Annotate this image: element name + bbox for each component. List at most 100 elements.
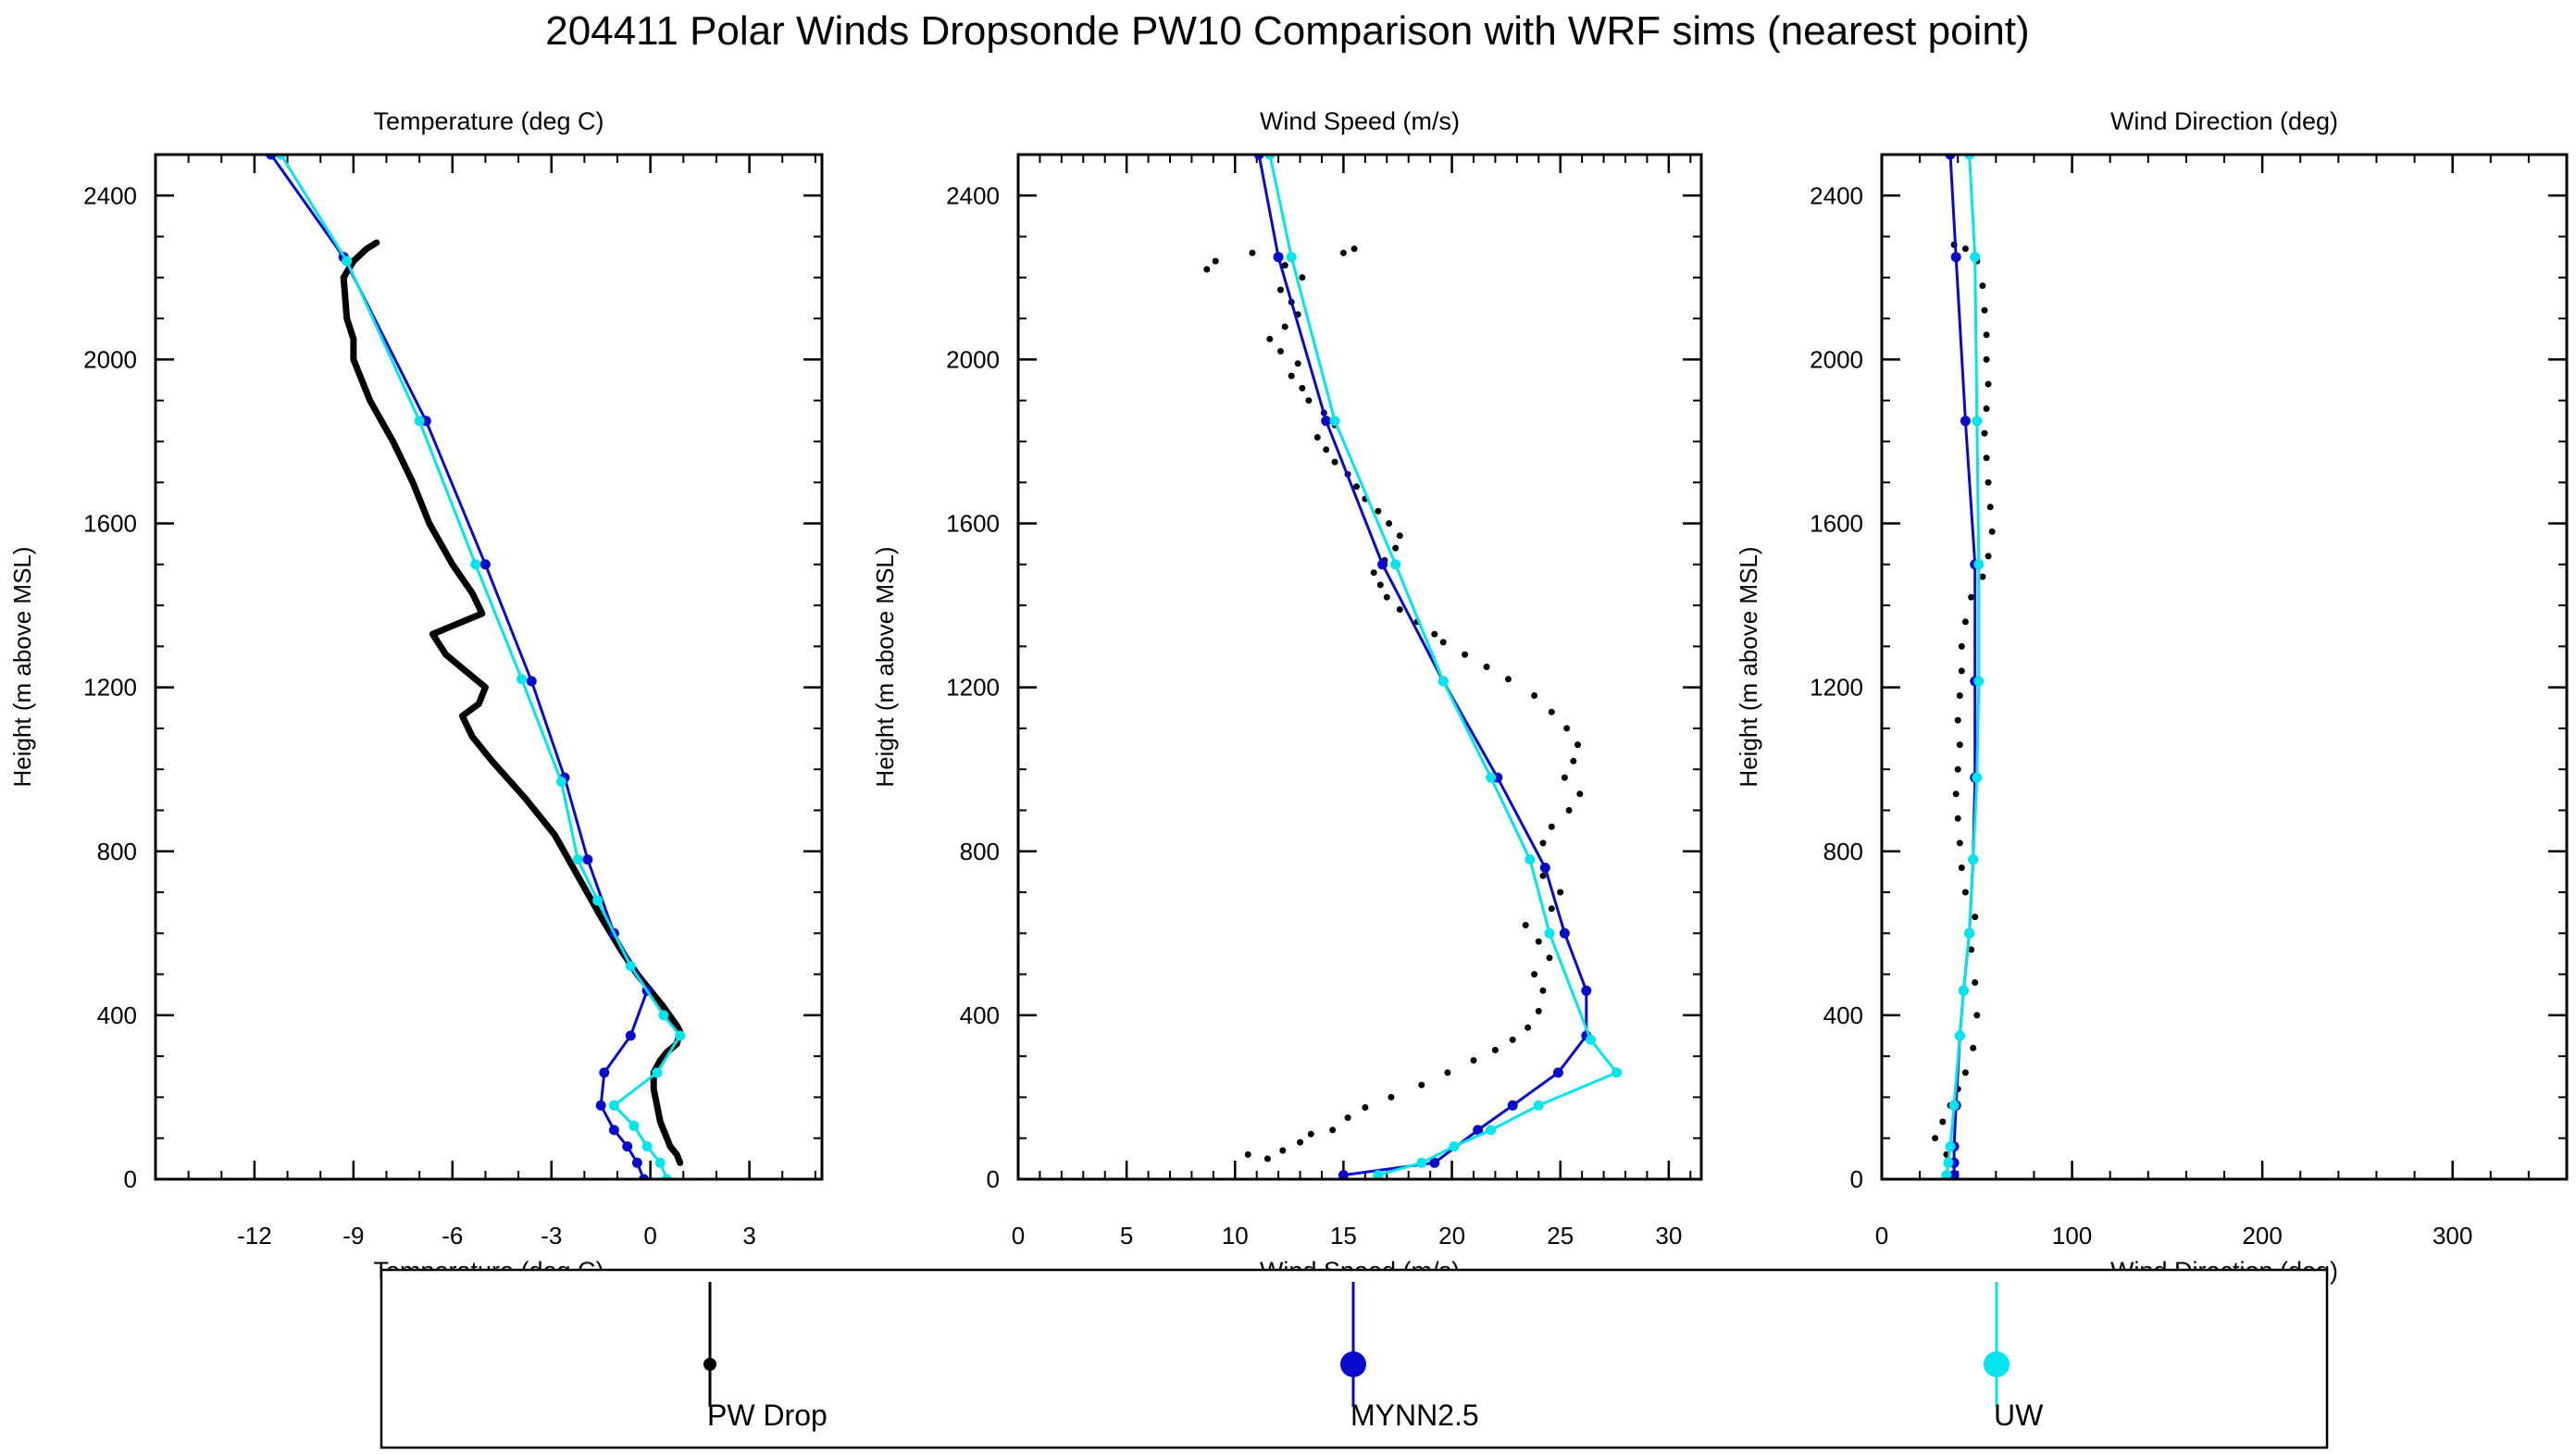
x-tick-label: 25 xyxy=(1547,1222,1574,1250)
data-point-drop xyxy=(1932,1135,1939,1142)
data-point-mynn xyxy=(622,1141,633,1152)
y-tick-label: 1600 xyxy=(1810,510,1863,538)
data-point-drop xyxy=(1565,807,1573,814)
data-point-uw xyxy=(1449,1141,1460,1152)
y-tick-label: 2000 xyxy=(83,345,137,373)
data-point-drop xyxy=(1376,581,1384,589)
x-tick-label: 0 xyxy=(1875,1222,1888,1250)
data-point-drop xyxy=(1362,1104,1369,1111)
y-tick-label: 2400 xyxy=(1810,181,1863,209)
data-point-uw xyxy=(628,1120,640,1131)
data-point-uw xyxy=(1390,559,1401,570)
data-point-drop xyxy=(1956,839,1963,847)
data-point-drop xyxy=(1444,1069,1451,1076)
data-point-drop xyxy=(1576,790,1584,798)
data-point-drop xyxy=(1288,372,1295,379)
data-point-drop xyxy=(1548,708,1555,715)
series-group xyxy=(266,155,686,1179)
data-point-drop xyxy=(1539,987,1547,994)
data-point-uw xyxy=(652,1067,663,1078)
data-point-drop xyxy=(1570,757,1577,765)
x-tick-label: 0 xyxy=(1012,1222,1025,1250)
data-point-drop xyxy=(1561,774,1568,781)
x-tick-label: -9 xyxy=(342,1222,364,1250)
data-point-uw xyxy=(516,674,528,685)
data-point-drop xyxy=(1323,446,1330,454)
y-tick-label: 2400 xyxy=(83,181,137,209)
data-point-drop xyxy=(1491,1047,1499,1053)
x-tick-label: -6 xyxy=(442,1222,463,1250)
y-tick-label: 0 xyxy=(987,1165,1000,1193)
data-point-drop xyxy=(1244,1150,1251,1158)
data-point-uw xyxy=(1958,985,1969,996)
panel-title: Wind Speed (m/s) xyxy=(1260,107,1460,135)
data-point-mynn xyxy=(1473,1125,1484,1136)
data-point-uw xyxy=(1524,854,1536,865)
data-point-mynn xyxy=(526,676,537,687)
data-point-drop xyxy=(1350,245,1358,253)
data-point-drop xyxy=(1954,815,1961,822)
data-point-mynn xyxy=(1552,1067,1563,1078)
panel-title: Wind Direction (deg) xyxy=(2110,107,2338,135)
x-tick-label: 200 xyxy=(2242,1222,2282,1250)
y-tick-label: 400 xyxy=(960,1001,1000,1029)
panel-title: Temperature (deg C) xyxy=(373,107,604,135)
data-point-drop xyxy=(1539,872,1547,879)
data-point-mynn xyxy=(1429,1157,1440,1168)
data-point-drop xyxy=(1539,839,1547,847)
data-point-drop xyxy=(1985,553,1992,560)
x-tick-label: 20 xyxy=(1438,1222,1465,1250)
data-point-mynn xyxy=(1960,416,1971,427)
data-point-drop xyxy=(1439,639,1447,646)
data-point-drop xyxy=(1353,483,1360,491)
x-tick-label: -12 xyxy=(237,1222,272,1250)
data-point-drop xyxy=(1470,1057,1477,1064)
data-point-drop xyxy=(1294,360,1301,367)
legend-marker-mynn xyxy=(1340,1351,1366,1377)
data-point-drop xyxy=(1509,1036,1516,1043)
data-point-uw xyxy=(1486,1125,1497,1136)
data-point-drop xyxy=(1956,741,1963,749)
panel-3: Wind Direction (deg)Wind Direction (deg)… xyxy=(1735,107,2569,1285)
legend: PW Drop MYNN2.5 UW xyxy=(380,1268,2329,1449)
data-point-drop xyxy=(1979,282,1986,290)
data-point-uw xyxy=(625,961,636,972)
data-point-drop xyxy=(1958,667,1965,675)
data-point-uw xyxy=(608,1100,619,1111)
y-axis-label: Height (m above MSL) xyxy=(8,546,36,787)
data-point-mynn xyxy=(1539,863,1550,873)
y-tick-label: 1600 xyxy=(946,510,1000,538)
data-point-drop xyxy=(1392,544,1400,552)
data-point-drop xyxy=(1973,1012,1981,1019)
y-tick-label: 1200 xyxy=(1810,674,1863,702)
data-point-drop xyxy=(1505,676,1512,683)
data-point-uw xyxy=(1954,1030,1965,1041)
data-point-drop xyxy=(1307,1130,1314,1138)
x-tick-label: 5 xyxy=(1120,1222,1133,1250)
series-line-uw xyxy=(1268,155,1619,1177)
data-point-drop xyxy=(1524,1024,1532,1031)
data-point-uw xyxy=(470,559,481,570)
data-point-mynn xyxy=(608,1125,619,1136)
data-point-mynn xyxy=(479,559,491,570)
plot-frame xyxy=(154,153,824,1181)
data-point-drop xyxy=(1297,1138,1304,1146)
y-tick-label: 400 xyxy=(1823,1001,1863,1029)
data-point-uw xyxy=(654,1157,666,1168)
x-tick-label: 300 xyxy=(2433,1222,2472,1250)
data-point-drop xyxy=(1386,520,1393,527)
legend-label-uw: UW xyxy=(1994,1399,2044,1432)
data-point-uw xyxy=(1972,416,1983,427)
data-point-drop xyxy=(1563,725,1571,732)
y-axis-label: Height (m above MSL) xyxy=(871,546,899,787)
data-point-drop xyxy=(1961,889,1969,896)
data-point-uw xyxy=(641,1141,653,1152)
x-tick-label: 100 xyxy=(2052,1222,2092,1250)
data-point-drop xyxy=(1983,454,1990,462)
data-point-uw xyxy=(658,1010,669,1021)
x-tick-label: 0 xyxy=(643,1222,656,1250)
data-point-drop xyxy=(1557,889,1564,896)
data-point-drop xyxy=(1546,954,1553,962)
data-point-drop xyxy=(1983,405,1990,412)
data-point-drop xyxy=(1548,905,1555,913)
